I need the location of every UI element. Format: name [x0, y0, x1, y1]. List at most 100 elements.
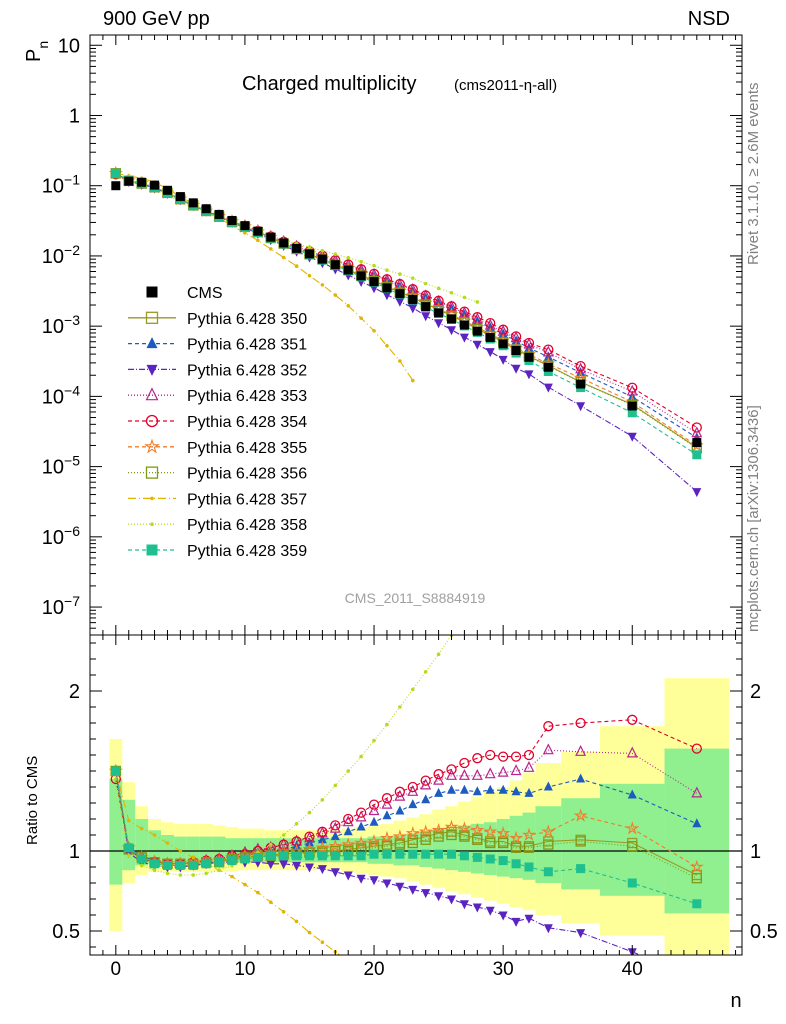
series-point — [447, 326, 457, 336]
ratio-y-tick-label: 0.5 — [52, 921, 80, 943]
ratio-point — [446, 768, 457, 780]
ratio-point — [188, 860, 198, 870]
ratio-point — [152, 868, 157, 872]
series-point — [575, 360, 586, 372]
ratio-point — [152, 833, 157, 837]
ratio-point — [256, 890, 260, 895]
ratio-y-tick-label-right: 2 — [750, 681, 761, 703]
series-point — [395, 297, 405, 307]
ratio-point — [472, 786, 482, 796]
series-355-main — [108, 165, 704, 452]
ratio-point — [356, 851, 366, 861]
ratio-point — [576, 929, 586, 939]
band_green-bin — [212, 836, 226, 864]
series-point — [410, 276, 415, 280]
ratio-point — [217, 868, 221, 872]
ratio-point — [346, 960, 350, 964]
cms-data-point — [627, 401, 637, 411]
ratio-point — [372, 738, 376, 743]
legend-label: Pythia 6.428 355 — [187, 440, 307, 457]
ratio-point — [511, 859, 521, 869]
ratio-point — [458, 768, 470, 780]
ratio-point — [471, 768, 483, 780]
ratio-point — [266, 851, 276, 861]
series-point — [372, 263, 376, 268]
ratio-point — [381, 793, 393, 804]
cms-data-point — [472, 326, 482, 336]
ratio-point — [382, 810, 392, 820]
ratio-point — [420, 775, 431, 786]
ratio-line — [115, 770, 341, 955]
legend: CMS Pythia 6.428 350 Pythia 6.428 351 Pythi… — [128, 285, 307, 560]
ratio-point — [369, 876, 379, 886]
ratio-y-tick-label: 2 — [69, 681, 80, 703]
series-357 — [114, 171, 415, 964]
ratio-point — [382, 879, 392, 889]
ratio-point — [497, 837, 509, 849]
ratio-point — [459, 900, 469, 910]
ratio-point — [541, 824, 556, 838]
ratio-point — [472, 753, 483, 764]
ratio-point — [395, 849, 405, 859]
series-point — [385, 268, 389, 272]
cms-data-point — [175, 192, 185, 202]
cms-data-point — [330, 260, 340, 270]
ratio-point — [343, 871, 353, 881]
band_green-bin — [470, 823, 484, 874]
series-point — [627, 408, 637, 418]
series-point — [691, 426, 703, 438]
ratio-point — [543, 924, 553, 934]
series-point — [576, 402, 586, 412]
ratio-point — [304, 863, 314, 873]
cms-data-point — [447, 314, 457, 324]
ratio-point — [691, 786, 703, 798]
y-tick-label: 10−4 — [42, 382, 80, 408]
cms-data-point — [356, 271, 366, 281]
ratio-point — [627, 841, 638, 852]
ratio-point — [447, 784, 457, 794]
ratio-point — [511, 917, 521, 927]
ratio-point — [355, 807, 367, 818]
ratio-point — [307, 810, 312, 815]
ratio-point — [498, 856, 508, 866]
ratio-point — [330, 820, 341, 831]
band_green-bin — [122, 799, 136, 871]
ratio-point — [320, 798, 325, 802]
ratio-point — [485, 906, 495, 916]
ratio-point — [381, 797, 393, 809]
ratio-point — [139, 863, 144, 868]
series-point — [408, 304, 418, 314]
series-point — [398, 359, 402, 363]
cms-data-point — [111, 181, 121, 191]
cms-data-point — [201, 204, 211, 214]
ratio-point — [407, 781, 418, 793]
cms-data-point — [162, 185, 172, 195]
series-point — [243, 231, 247, 235]
legend-item-359: Pythia 6.428 359 — [128, 543, 307, 560]
cms-data-point — [317, 254, 327, 264]
series-point — [449, 291, 454, 295]
series-point — [294, 264, 299, 268]
y-tick-label: 10−1 — [42, 172, 80, 198]
ratio-point — [292, 851, 302, 861]
ratio-point — [268, 842, 273, 847]
series-point — [462, 295, 467, 300]
ratio-point — [418, 824, 433, 838]
ratio-point — [346, 769, 351, 773]
legend-marker — [144, 438, 160, 454]
cms-data-point — [150, 180, 160, 190]
ratio-point — [292, 861, 302, 871]
ratio-point — [214, 857, 224, 867]
legend-marker — [145, 311, 159, 324]
ratio-point — [483, 824, 498, 838]
cms-data-point — [253, 226, 263, 236]
ratio-point — [368, 799, 380, 810]
ratio-point — [394, 839, 406, 850]
series-point — [256, 238, 260, 243]
cms-data-point — [369, 277, 379, 287]
ratio-point — [508, 830, 524, 845]
ratio-point — [359, 754, 363, 759]
y-tick-label: 10−2 — [42, 242, 80, 268]
series-point — [692, 450, 702, 460]
